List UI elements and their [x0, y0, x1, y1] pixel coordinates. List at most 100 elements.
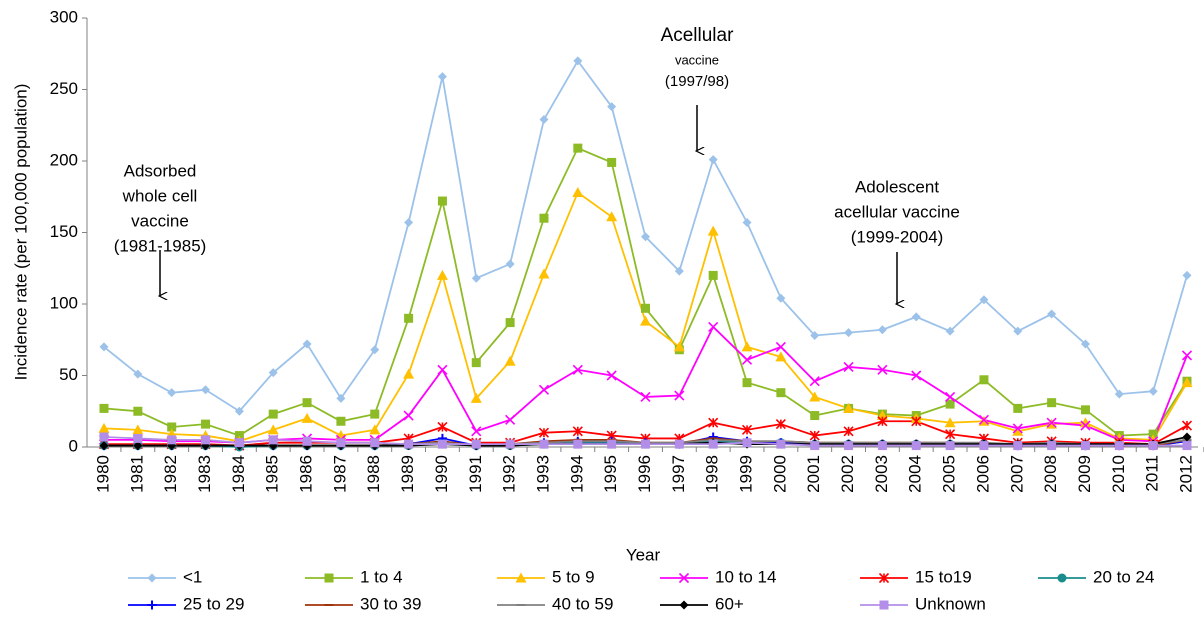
- marker: [606, 370, 617, 381]
- x-tick-label: 1985: [263, 455, 282, 493]
- marker: [99, 342, 109, 352]
- x-tick-label: 2012: [1176, 455, 1195, 493]
- marker: [1012, 423, 1023, 434]
- x-tick-label: 1981: [127, 455, 146, 493]
- marker: [945, 326, 955, 336]
- x-tick-label: 1991: [466, 455, 485, 493]
- marker: [324, 573, 334, 583]
- legend-label: 25 to 29: [183, 594, 244, 613]
- marker: [1181, 350, 1193, 361]
- marker: [573, 56, 583, 66]
- legend-label: 20 to 24: [1093, 567, 1154, 586]
- marker: [436, 269, 448, 280]
- marker: [1046, 417, 1057, 428]
- marker: [99, 441, 109, 451]
- marker: [776, 439, 786, 449]
- x-tick-label: 1995: [601, 455, 620, 493]
- marker: [539, 115, 549, 125]
- marker: [673, 341, 685, 352]
- y-tick-label: 250: [50, 79, 78, 98]
- marker: [607, 102, 617, 112]
- marker: [1047, 309, 1057, 319]
- marker: [945, 399, 955, 409]
- marker: [1181, 377, 1193, 388]
- marker: [1057, 573, 1067, 583]
- marker: [843, 361, 854, 372]
- marker: [234, 406, 244, 416]
- y-tick-label: 200: [50, 150, 78, 169]
- legend-label: 1 to 4: [360, 567, 403, 586]
- marker: [572, 426, 583, 437]
- legend-label: 5 to 9: [552, 567, 595, 586]
- marker: [404, 217, 414, 227]
- marker: [708, 321, 719, 332]
- x-tick-label: 2004: [906, 455, 925, 493]
- marker: [640, 315, 651, 326]
- marker: [707, 225, 719, 236]
- marker: [267, 424, 279, 435]
- marker: [674, 266, 684, 276]
- legend-label: 15 to19: [915, 567, 972, 586]
- marker: [99, 432, 109, 442]
- marker: [1013, 326, 1023, 336]
- marker: [911, 441, 921, 451]
- x-tick-label: 2002: [838, 455, 857, 493]
- marker: [945, 441, 955, 451]
- marker: [234, 438, 244, 448]
- marker: [538, 384, 550, 395]
- marker: [1182, 270, 1192, 280]
- annotation: (1981-1985): [114, 236, 207, 255]
- marker: [201, 419, 211, 429]
- marker: [1114, 441, 1124, 451]
- marker: [911, 370, 922, 381]
- marker: [810, 411, 820, 421]
- marker: [1013, 403, 1023, 413]
- x-tick-label: 2001: [804, 455, 823, 493]
- marker: [708, 270, 718, 280]
- annotation: Adsorbed: [124, 161, 197, 180]
- marker: [1182, 432, 1192, 442]
- x-tick-label: 1986: [297, 455, 316, 493]
- marker: [572, 186, 584, 197]
- x-axis-label: Year: [626, 545, 661, 564]
- marker: [505, 414, 516, 425]
- annotation: vaccine: [675, 52, 719, 67]
- marker: [147, 600, 157, 610]
- annotation: vaccine: [131, 211, 189, 230]
- y-axis-label: Incidence rate (per 100,000 population): [11, 84, 30, 381]
- marker: [641, 439, 650, 449]
- marker: [539, 439, 549, 449]
- marker: [741, 341, 753, 352]
- legend-label: 60+: [715, 594, 744, 613]
- marker: [606, 211, 618, 222]
- marker: [471, 426, 482, 437]
- marker: [911, 312, 921, 322]
- marker: [641, 303, 650, 313]
- series-line: [103, 146, 1188, 437]
- marker: [1080, 441, 1090, 451]
- x-tick-label: 1983: [195, 455, 214, 493]
- x-tick-label: 2006: [973, 455, 992, 493]
- marker: [1079, 417, 1091, 428]
- marker: [201, 435, 211, 445]
- x-tick-label: 1996: [635, 455, 654, 493]
- marker: [844, 441, 854, 451]
- marker: [504, 355, 516, 366]
- marker: [877, 325, 887, 335]
- marker: [1148, 429, 1158, 439]
- marker: [708, 439, 718, 449]
- marker: [945, 429, 956, 440]
- marker: [1080, 420, 1091, 431]
- marker: [979, 375, 989, 385]
- x-tick-label: 1994: [567, 455, 586, 493]
- x-tick-label: 1984: [229, 455, 248, 493]
- marker: [674, 390, 685, 401]
- marker: [911, 416, 922, 427]
- marker: [471, 273, 481, 283]
- marker: [538, 268, 550, 279]
- marker: [133, 441, 143, 451]
- x-tick-label: 1988: [364, 455, 383, 493]
- marker: [877, 441, 887, 451]
- marker: [944, 417, 956, 428]
